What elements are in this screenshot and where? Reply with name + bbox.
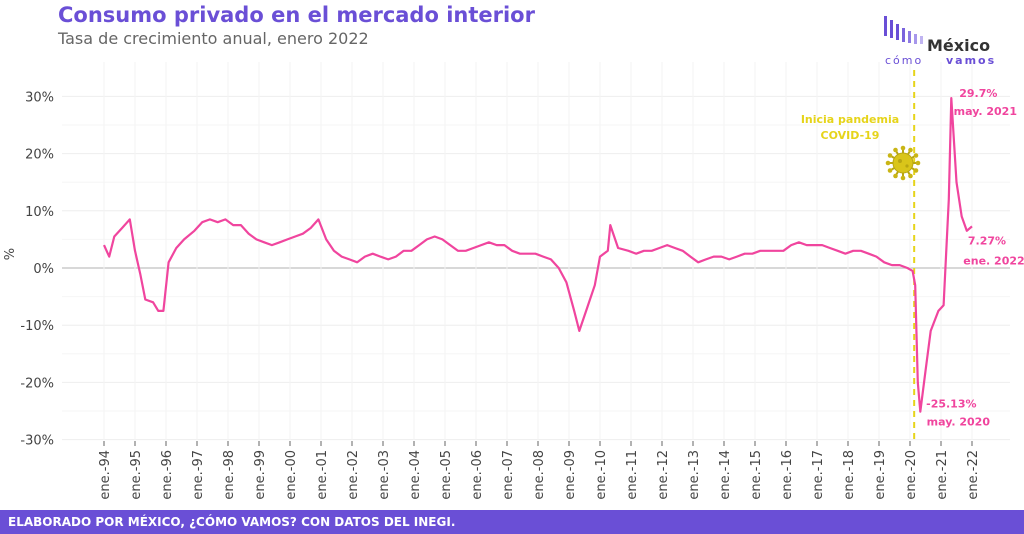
- grid-lines: [62, 62, 1010, 441]
- x-tick-label: ene.-17: [811, 450, 826, 500]
- logo-bars-icon: [884, 16, 923, 44]
- x-tick-label: ene.-96: [160, 450, 175, 500]
- x-tick-label: ene.-10: [594, 450, 609, 500]
- x-tick-label: ene.-00: [284, 450, 299, 500]
- virus-icon: [885, 145, 921, 181]
- x-axis: ene.-94 ene.-95 ene.-96 ene.-97 ene.-98 ene.-…: [98, 441, 981, 500]
- x-tick-label: ene.-95: [129, 450, 144, 500]
- x-tick-label: ene.-07: [501, 450, 516, 500]
- x-tick-label: ene.-21: [935, 450, 950, 500]
- x-tick-label: ene.-97: [191, 450, 206, 500]
- pandemic-marker: Inicia pandemia COVID-19: [801, 70, 921, 440]
- annotation-value: 7.27%: [968, 234, 1006, 247]
- x-tick-label: ene.-08: [532, 450, 547, 500]
- series-line: [102, 97, 973, 413]
- x-tick-label: ene.-19: [873, 450, 888, 500]
- annotation-date: ene. 2022: [963, 254, 1024, 267]
- x-tick-label: ene.-94: [98, 450, 113, 500]
- x-tick-label: ene.-15: [749, 450, 764, 500]
- y-tick-label: 20%: [25, 148, 54, 163]
- x-tick-label: ene.-14: [718, 450, 733, 500]
- footer-text: ELABORADO POR MÉXICO, ¿CÓMO VAMOS? CON D…: [8, 515, 456, 529]
- x-tick-label: ene.-06: [470, 450, 485, 500]
- x-tick-label: ene.-16: [780, 450, 795, 500]
- annotation-date: may. 2020: [927, 416, 991, 429]
- y-tick-label: -10%: [20, 319, 54, 334]
- line-chart: 30%20%10%0%-10%-20%-30% ene.-94 ene.-95 en…: [3, 62, 1024, 500]
- x-tick-label: ene.-13: [687, 450, 702, 500]
- series-group: [102, 97, 973, 413]
- y-axis-label: %: [3, 248, 18, 260]
- x-tick-label: ene.-05: [439, 450, 454, 500]
- logo-name: México: [927, 36, 991, 55]
- y-tick-label: 10%: [25, 205, 54, 220]
- x-tick-label: ene.-20: [904, 450, 919, 500]
- pandemic-label-line2: COVID-19: [821, 129, 880, 142]
- x-tick-label: ene.-09: [563, 450, 578, 500]
- pandemic-label-line1: Inicia pandemia: [801, 113, 899, 126]
- logo: México cómo vamos: [880, 14, 1010, 74]
- x-tick-label: ene.-99: [253, 450, 268, 500]
- chart-subtitle: Tasa de crecimiento anual, enero 2022: [58, 29, 369, 48]
- y-tick-label: 0%: [33, 262, 54, 277]
- x-tick-label: ene.-02: [346, 450, 361, 500]
- x-tick-label: ene.-98: [222, 450, 237, 500]
- x-tick-label: ene.-03: [377, 450, 392, 500]
- chart-title: Consumo privado en el mercado interior: [58, 3, 535, 27]
- x-tick-label: ene.-12: [656, 450, 671, 500]
- y-tick-label: -30%: [20, 434, 54, 449]
- x-tick-label: ene.-22: [966, 450, 981, 500]
- annotation-value: 29.7%: [959, 87, 997, 100]
- y-tick-label: -20%: [20, 376, 54, 391]
- annotations: -25.13% may. 2020 29.7% may. 2021 7.27% ene. …: [926, 87, 1024, 429]
- logo-tag-a: cómo: [885, 54, 924, 67]
- x-tick-label: ene.-11: [625, 450, 640, 500]
- logo-tag-b: vamos: [946, 54, 997, 67]
- annotation-value: -25.13%: [926, 398, 976, 411]
- x-tick-label: ene.-04: [408, 450, 423, 500]
- annotation-date: may. 2021: [954, 105, 1017, 118]
- y-tick-label: 30%: [25, 90, 54, 105]
- y-axis: 30% 20% 10% 0% -10% -20% -30%: [20, 90, 54, 448]
- x-tick-label: ene.-01: [315, 450, 330, 500]
- footer-bar: ELABORADO POR MÉXICO, ¿CÓMO VAMOS? CON D…: [0, 510, 1024, 534]
- x-tick-label: ene.-18: [842, 450, 857, 500]
